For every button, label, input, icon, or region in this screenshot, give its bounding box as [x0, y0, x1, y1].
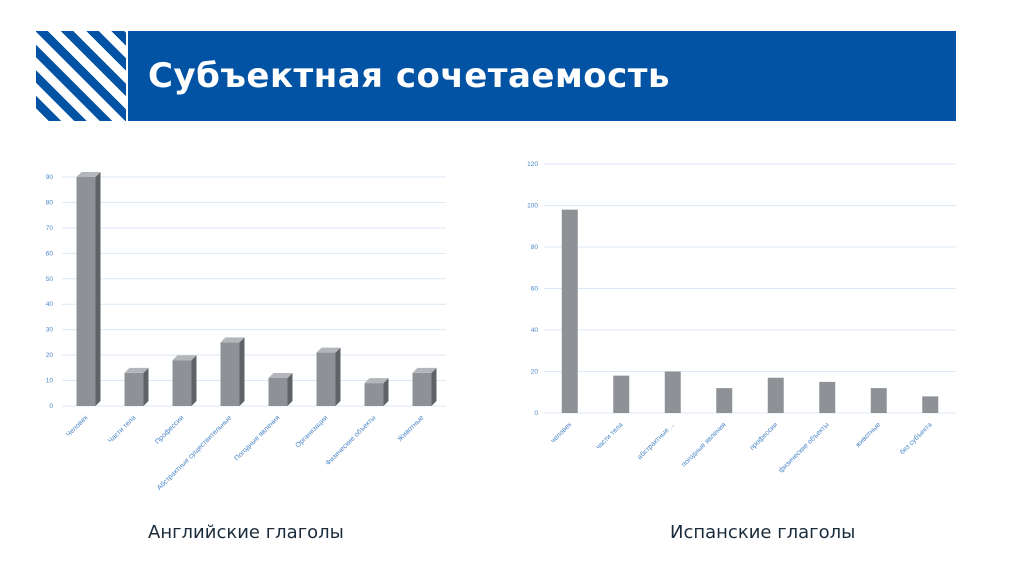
english-chart-caption: Английские глаголы [148, 522, 344, 543]
logo-divider [126, 31, 128, 121]
bar-side [431, 367, 437, 406]
slide-header: Субъектная сочетаемость [36, 31, 956, 121]
y-tick-label: 80 [531, 244, 539, 251]
y-tick-label: 40 [46, 301, 54, 308]
y-tick-label: 10 [46, 378, 54, 385]
bar [613, 375, 630, 413]
bar-side [191, 355, 197, 406]
bar [412, 372, 432, 406]
bar [364, 383, 384, 406]
bar-top [76, 172, 101, 177]
bar-top [124, 367, 149, 373]
x-category-label: человек [550, 421, 574, 445]
spanish-chart-caption: Испанские глаголы [670, 522, 856, 543]
y-tick-label: 120 [527, 161, 538, 168]
y-tick-label: 0 [49, 403, 53, 410]
y-tick-label: 20 [531, 369, 539, 376]
y-tick-label: 50 [46, 276, 54, 283]
bar-top [412, 367, 437, 373]
bar-top [364, 378, 389, 384]
y-tick-label: 70 [46, 225, 54, 232]
bar-side [335, 347, 341, 406]
bar [870, 388, 887, 413]
x-category-label: профессии [749, 421, 780, 452]
bar [819, 381, 836, 413]
bar [268, 378, 288, 406]
striped-logo-block [36, 31, 126, 121]
x-category-label: абстрактные ... [636, 421, 677, 462]
bar [561, 209, 578, 413]
bar [664, 371, 681, 413]
y-tick-label: 90 [46, 174, 54, 181]
bar-top [268, 373, 293, 379]
y-tick-label: 60 [531, 286, 539, 293]
y-tick-label: 40 [531, 327, 539, 334]
bar [922, 396, 939, 413]
bar-top [316, 347, 341, 353]
y-tick-label: 20 [46, 352, 54, 359]
x-category-label: погодные явления [681, 421, 728, 468]
bar-side [143, 367, 149, 406]
y-tick-label: 80 [46, 199, 54, 206]
bar-top [172, 355, 197, 361]
x-category-label: физические объекты [777, 421, 831, 475]
x-category-label: части тела [595, 421, 625, 451]
bar-side [383, 378, 389, 406]
bar [220, 342, 240, 406]
y-tick-label: 100 [527, 203, 538, 210]
bar [124, 372, 144, 406]
x-category-label: без субъекта [898, 421, 934, 457]
bar [316, 352, 336, 406]
bar-side [287, 373, 293, 406]
slide-title: Субъектная сочетаемость [148, 56, 670, 96]
bar-side [95, 172, 101, 406]
y-tick-label: 60 [46, 250, 54, 257]
bar-top [220, 337, 245, 343]
bar-side [239, 337, 245, 406]
bar [172, 360, 192, 406]
bar [716, 388, 733, 413]
bar [76, 177, 96, 406]
y-tick-label: 30 [46, 327, 54, 334]
x-category-label: животные [855, 421, 883, 449]
y-tick-label: 0 [534, 410, 538, 417]
bar [767, 377, 784, 413]
